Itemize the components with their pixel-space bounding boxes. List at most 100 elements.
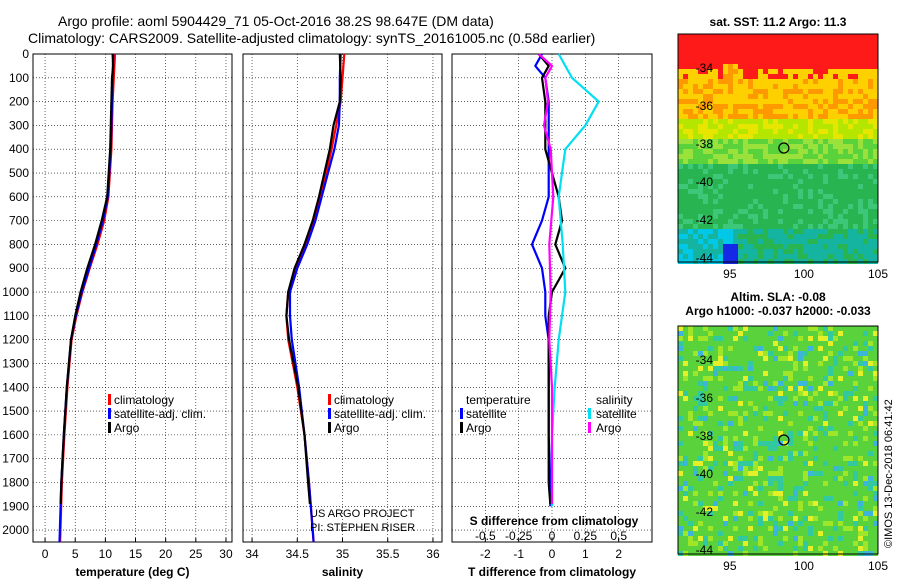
map-cell (683, 441, 688, 446)
map-cell (803, 336, 808, 341)
map-cell (868, 341, 873, 346)
map-cell (828, 516, 833, 521)
map-cell (843, 416, 848, 421)
map-cell (843, 426, 848, 431)
map-cell (873, 501, 878, 506)
map-cell (688, 169, 693, 174)
x-tick-label: 1 (582, 547, 589, 561)
map-cell (813, 109, 818, 114)
map-cell (863, 214, 868, 219)
map-cell (783, 59, 788, 64)
map-cell (868, 199, 873, 204)
map-cell (833, 376, 838, 381)
map-cell (698, 426, 703, 431)
map-cell (833, 199, 838, 204)
map-cell (713, 154, 718, 159)
map-cell (763, 426, 768, 431)
map-cell (678, 229, 683, 234)
map-cell (708, 546, 713, 551)
map-cell (868, 491, 873, 496)
map-y-tick-label: -40 (696, 175, 714, 189)
map-cell (723, 224, 728, 229)
map-cell (718, 104, 723, 109)
map-cell (723, 244, 728, 249)
map-cell (678, 74, 683, 79)
legend-marks (108, 394, 591, 433)
map-cell (748, 199, 753, 204)
map-cell (698, 214, 703, 219)
map-cell (748, 481, 753, 486)
map-cell (713, 421, 718, 426)
s-tick-label: 0 (549, 529, 556, 543)
map-cell (753, 169, 758, 174)
map-cell (698, 44, 703, 49)
map-cell (843, 371, 848, 376)
map-cell (868, 546, 873, 551)
map-cell (693, 54, 698, 59)
map-cell (703, 99, 708, 104)
map-cell (788, 511, 793, 516)
map-cell (823, 541, 828, 546)
map-cell (808, 536, 813, 541)
map-cell (813, 34, 818, 39)
map-cell (748, 254, 753, 259)
map-cell (763, 506, 768, 511)
map-cell (828, 84, 833, 89)
map-cell (798, 371, 803, 376)
map-cell (713, 34, 718, 39)
map-cell (728, 49, 733, 54)
map-cell (773, 511, 778, 516)
map-cell (818, 179, 823, 184)
map-cell (793, 189, 798, 194)
map-cell (703, 336, 708, 341)
map-cell (838, 44, 843, 49)
map-cell (788, 49, 793, 54)
map-cell (688, 471, 693, 476)
map-cell (778, 516, 783, 521)
map-cell (868, 431, 873, 436)
map-cell (758, 124, 763, 129)
map-cell (708, 49, 713, 54)
map-cell (828, 326, 833, 331)
map-cell (818, 49, 823, 54)
map-cell (843, 224, 848, 229)
map-cell (753, 506, 758, 511)
map-cell (853, 341, 858, 346)
map-cell (808, 229, 813, 234)
map-cell (733, 39, 738, 44)
map-cell (838, 496, 843, 501)
map-cell (713, 536, 718, 541)
map-cell (758, 536, 763, 541)
map-cell (863, 496, 868, 501)
map-cell (743, 451, 748, 456)
map-cell (783, 99, 788, 104)
map-cell (813, 391, 818, 396)
map-cell (853, 331, 858, 336)
map-cell (688, 239, 693, 244)
map-cell (683, 421, 688, 426)
map-cell (843, 466, 848, 471)
map-cell (783, 129, 788, 134)
map-cell (678, 189, 683, 194)
map-cell (743, 199, 748, 204)
map-cell (833, 54, 838, 59)
map-cell (828, 531, 833, 536)
map-cell (728, 466, 733, 471)
map-cell (748, 396, 753, 401)
map-cell (718, 366, 723, 371)
map-cell (778, 426, 783, 431)
map-cell (753, 119, 758, 124)
map-cell (783, 109, 788, 114)
map-cell (683, 104, 688, 109)
map-cell (788, 89, 793, 94)
legend-climatology: climatology (334, 393, 394, 407)
map-cell (728, 144, 733, 149)
map-cell (828, 54, 833, 59)
map-cell (828, 89, 833, 94)
map-cell (853, 194, 858, 199)
map-cell (808, 164, 813, 169)
map-cell (858, 49, 863, 54)
map-cell (703, 436, 708, 441)
map-cell (873, 546, 878, 551)
map-cell (733, 174, 738, 179)
